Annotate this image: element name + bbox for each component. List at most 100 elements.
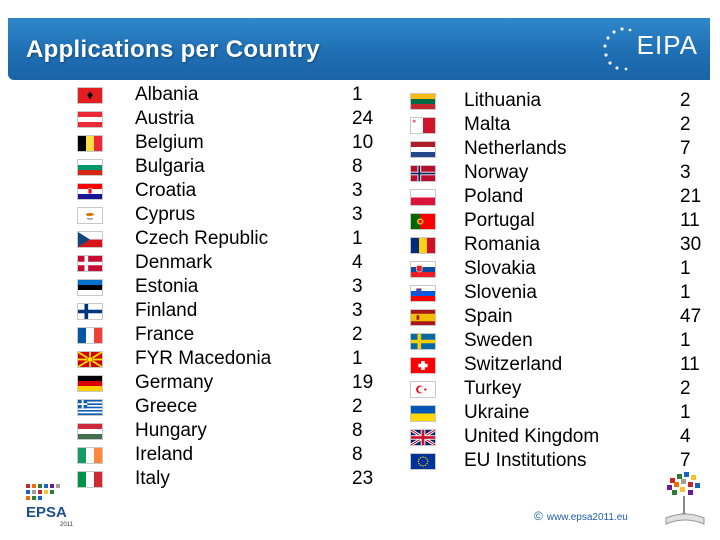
application-count: 7 <box>680 450 691 471</box>
country-name: Austria <box>135 108 195 129</box>
country-name: FYR Macedonia <box>135 348 272 369</box>
flag-estonia-icon <box>77 279 103 296</box>
flag-finland-icon <box>77 303 103 320</box>
application-count: 3 <box>352 276 363 297</box>
flag-czech-icon <box>77 231 103 248</box>
application-count: 4 <box>352 252 363 273</box>
application-count: 3 <box>352 180 363 201</box>
country-name: Greece <box>135 396 198 417</box>
application-count: 1 <box>680 258 691 279</box>
flag-eu-icon <box>410 453 436 470</box>
application-count: 11 <box>680 354 700 375</box>
country-name: Albania <box>135 84 199 105</box>
application-count: 3 <box>352 204 363 225</box>
application-count: 2 <box>680 378 691 399</box>
country-name: Netherlands <box>464 138 567 159</box>
country-name: Belgium <box>135 132 204 153</box>
country-name: EU Institutions <box>464 450 587 471</box>
flag-ireland-icon <box>77 447 103 464</box>
flag-belgium-icon <box>77 135 103 152</box>
country-name: Denmark <box>135 252 213 273</box>
application-count: 11 <box>680 210 700 231</box>
country-name: Sweden <box>464 330 533 351</box>
country-name: Romania <box>464 234 541 255</box>
flag-romania-icon <box>410 237 436 254</box>
flag-albania-icon <box>77 87 103 104</box>
flag-denmark-icon <box>77 255 103 272</box>
country-name: United Kingdom <box>464 426 600 447</box>
flag-slovenia-icon <box>410 285 436 302</box>
country-name: Italy <box>135 468 170 489</box>
application-count: 30 <box>680 234 702 255</box>
flag-macedonia-icon <box>77 351 103 368</box>
country-name: Czech Republic <box>135 228 269 249</box>
country-name: Slovenia <box>464 282 537 303</box>
eipa-stars-icon <box>603 27 632 71</box>
page-title: Applications per Country <box>26 36 320 63</box>
eipa-logo-text: EIPA <box>636 30 698 60</box>
title-banner: Applications per Country EIPA <box>8 18 710 80</box>
country-name: Finland <box>135 300 198 321</box>
flag-spain-icon <box>410 309 436 326</box>
epsa-tree-logo <box>665 472 705 525</box>
country-name: Spain <box>464 306 513 327</box>
flag-france-icon <box>77 327 103 344</box>
country-name: Hungary <box>135 420 207 441</box>
country-name: Slovakia <box>464 258 536 279</box>
flag-lithuania-icon <box>410 93 436 110</box>
flag-bulgaria-icon <box>77 159 103 176</box>
application-count: 47 <box>680 306 702 327</box>
country-name: Norway <box>464 162 529 183</box>
flag-croatia-icon <box>77 183 103 200</box>
application-count: 19 <box>352 372 374 393</box>
application-count: 2 <box>680 90 691 111</box>
flag-malta-icon <box>410 117 436 134</box>
flag-hungary-icon <box>77 423 103 440</box>
application-count: 2 <box>680 114 691 135</box>
country-name: Portugal <box>464 210 535 231</box>
application-count: 1 <box>352 228 363 249</box>
country-name: Malta <box>464 114 511 135</box>
country-name: Estonia <box>135 276 199 297</box>
application-count: 3 <box>680 162 691 183</box>
application-count: 3 <box>352 300 363 321</box>
flag-poland-icon <box>410 189 436 206</box>
country-name: Bulgaria <box>135 156 205 177</box>
footer-url-text: www.epsa2011.eu <box>546 512 628 523</box>
application-count: 4 <box>680 426 691 447</box>
flag-ukraine-icon <box>410 405 436 422</box>
application-count: 8 <box>352 420 363 441</box>
country-name: France <box>135 324 195 345</box>
epsa-logo: EPSA 2011 <box>26 484 74 528</box>
application-count: 21 <box>680 186 702 207</box>
country-name: Germany <box>135 372 214 393</box>
country-name: Turkey <box>464 378 522 399</box>
flag-turkey-icon <box>410 381 436 398</box>
country-name: Cyprus <box>135 204 196 225</box>
application-count: 10 <box>352 132 374 153</box>
flag-slovakia-icon <box>410 261 436 278</box>
flag-switzerland-icon <box>410 357 436 374</box>
application-count: 7 <box>680 138 691 159</box>
flag-norway-icon <box>410 165 436 182</box>
application-count: 24 <box>352 108 374 129</box>
application-count: 2 <box>352 396 363 417</box>
country-name: Switzerland <box>464 354 563 375</box>
country-name: Croatia <box>135 180 197 201</box>
flag-sweden-icon <box>410 333 436 350</box>
application-count: 2 <box>352 324 363 345</box>
flag-uk-icon <box>410 429 436 446</box>
flag-germany-icon <box>77 375 103 392</box>
application-count: 1 <box>680 402 691 423</box>
application-count: 1 <box>352 84 363 105</box>
application-count: 8 <box>352 444 363 465</box>
flag-greece-icon <box>77 399 103 416</box>
application-count: 8 <box>352 156 363 177</box>
footer-link[interactable]: © www.epsa2011.eu <box>534 509 628 523</box>
application-count: 1 <box>680 282 691 303</box>
application-count: 1 <box>680 330 691 351</box>
copyright-icon: © <box>534 509 543 523</box>
country-name: Ireland <box>135 444 194 465</box>
country-name: Lithuania <box>464 90 542 111</box>
application-count: 1 <box>352 348 363 369</box>
